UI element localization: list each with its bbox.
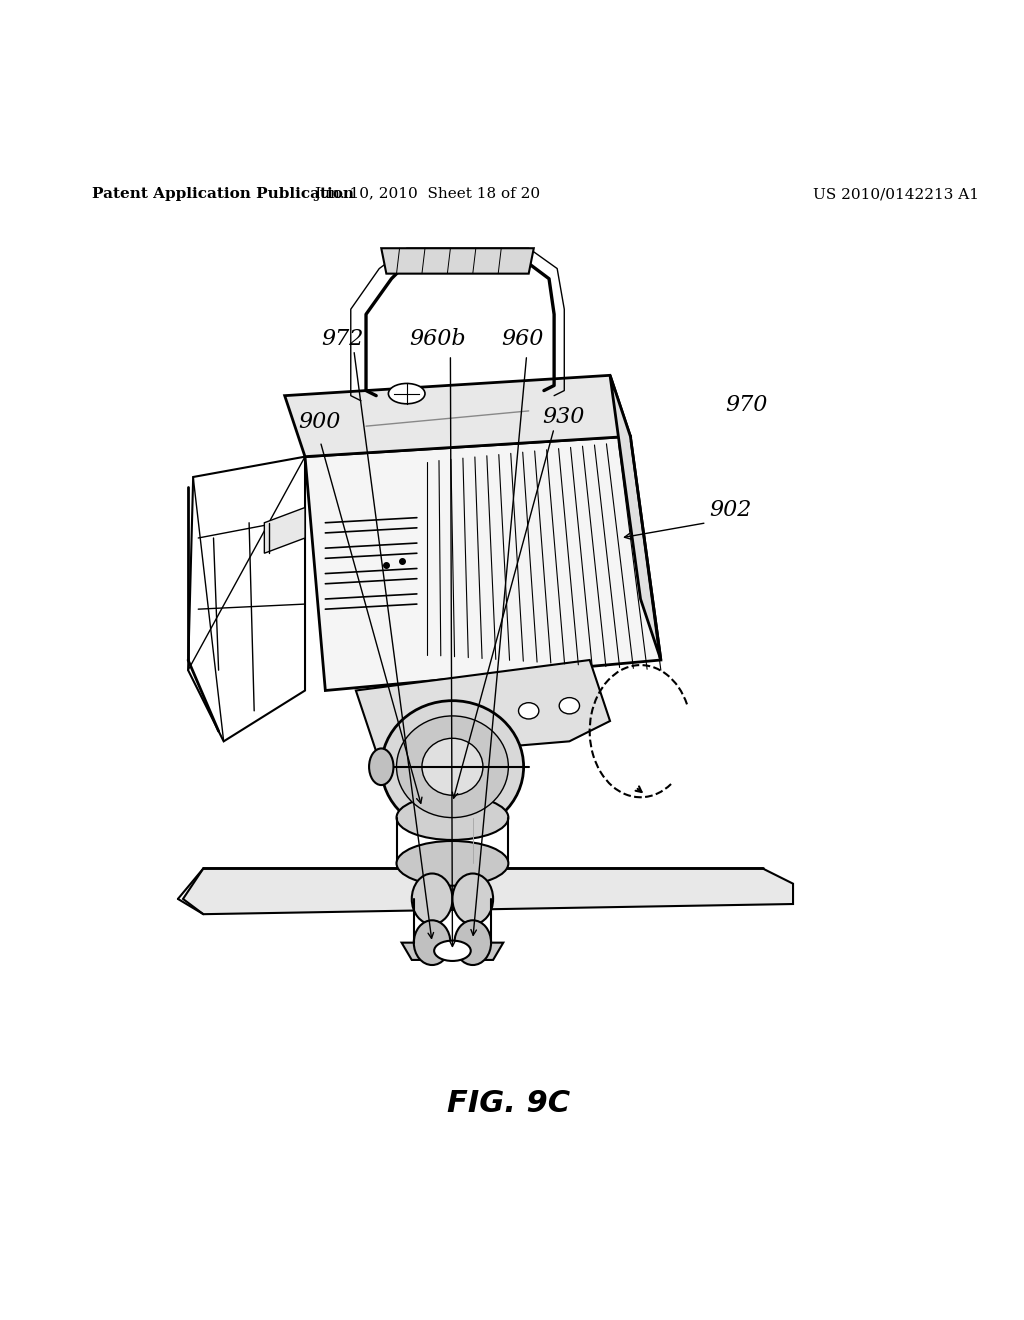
- Polygon shape: [610, 375, 660, 660]
- Polygon shape: [305, 437, 660, 690]
- Ellipse shape: [396, 715, 508, 817]
- Polygon shape: [183, 869, 793, 915]
- Polygon shape: [264, 507, 305, 553]
- Polygon shape: [401, 942, 503, 960]
- Ellipse shape: [412, 874, 453, 924]
- Ellipse shape: [453, 874, 494, 924]
- Ellipse shape: [388, 383, 425, 404]
- Polygon shape: [188, 457, 305, 742]
- Ellipse shape: [559, 697, 580, 714]
- Ellipse shape: [518, 702, 539, 719]
- Text: 970: 970: [725, 393, 767, 416]
- Ellipse shape: [369, 748, 393, 785]
- Text: 900: 900: [298, 412, 340, 433]
- Ellipse shape: [396, 795, 508, 840]
- Polygon shape: [285, 375, 631, 457]
- Text: 930: 930: [542, 407, 585, 428]
- Ellipse shape: [414, 920, 451, 965]
- Polygon shape: [381, 248, 534, 273]
- Ellipse shape: [455, 920, 492, 965]
- Text: FIG. 9C: FIG. 9C: [446, 1089, 570, 1118]
- Text: US 2010/0142213 A1: US 2010/0142213 A1: [813, 187, 979, 201]
- Text: 960: 960: [501, 327, 544, 350]
- Text: 972: 972: [322, 327, 364, 350]
- Ellipse shape: [396, 841, 508, 886]
- Text: Patent Application Publication: Patent Application Publication: [91, 187, 353, 201]
- Text: 902: 902: [710, 499, 752, 520]
- Text: 960b: 960b: [410, 327, 466, 350]
- Ellipse shape: [434, 941, 471, 961]
- Ellipse shape: [381, 701, 523, 833]
- Polygon shape: [356, 660, 610, 751]
- Ellipse shape: [422, 738, 483, 795]
- Text: Jun. 10, 2010  Sheet 18 of 20: Jun. 10, 2010 Sheet 18 of 20: [314, 187, 540, 201]
